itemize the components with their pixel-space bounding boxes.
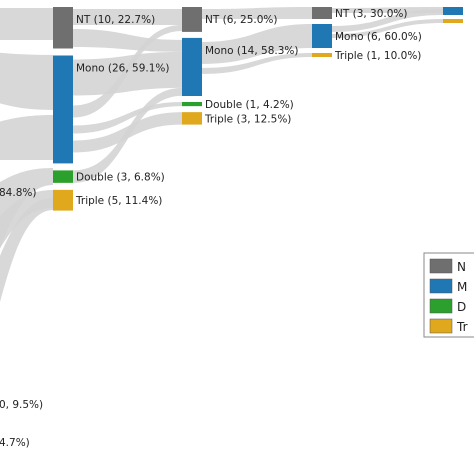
link-in-double-0: [0, 168, 53, 249]
node-label-mono-stage-1: Mono (26, 59.1%): [76, 63, 170, 75]
sankey-links: [0, 7, 443, 303]
node-label-triple-stage-2: Triple (3, 12.5%): [204, 113, 291, 125]
link-mono-mono-2: [202, 24, 312, 64]
legend-swatch-triple: [429, 318, 453, 334]
legend-label-triple: Tr: [456, 320, 468, 334]
node-triple-stage-4: [443, 19, 463, 23]
legend: NMD Tr: [423, 252, 474, 338]
legend-swatch-double: [429, 298, 453, 314]
link-mono-triple-3: [332, 19, 443, 38]
link-in-nt-0: [0, 7, 53, 41]
sankey-labels: NT (10, 22.7%) Mono (26, 59.1%) Double (3,…: [75, 8, 422, 207]
partial-label-1: 84.8%): [0, 187, 36, 199]
node-triple-stage-1: [53, 189, 73, 211]
partial-label-3: 4.7%): [0, 437, 30, 449]
link-in-mono-1: [0, 115, 53, 161]
legend-label-mono: M: [457, 280, 467, 294]
link-in-triple-1: [0, 198, 53, 303]
node-label-nt-stage-3: NT (3, 30.0%): [335, 8, 408, 20]
link-nt-nt-2: [202, 7, 312, 19]
node-nt-stage-3: [312, 7, 332, 19]
node-nt-stage-1: [53, 7, 73, 49]
node-mono-stage-4: [443, 7, 463, 15]
node-nt-stage-2: [182, 7, 202, 32]
link-in-mono-0: [0, 52, 53, 110]
link-mono-triple-2: [202, 53, 312, 74]
node-mono-stage-3: [312, 24, 332, 48]
node-label-double-stage-2: Double (1, 4.2%): [205, 99, 294, 111]
partial-labels: 84.8%) 0, 9.5%) 4.7%): [0, 187, 43, 449]
link-nt-nt-1: [73, 9, 182, 25]
sankey-nodes: [53, 7, 463, 211]
node-label-mono-stage-3: Mono (6, 60.0%): [335, 31, 422, 43]
node-triple-stage-2: [182, 112, 202, 125]
link-mono-mono-3: [332, 9, 443, 32]
link-mono-double-1: [73, 102, 182, 134]
link-double-mono-1: [73, 87, 182, 183]
node-label-double-stage-1: Double (3, 6.8%): [76, 172, 165, 184]
node-double-stage-2: [182, 102, 202, 107]
node-label-triple-stage-3: Triple (1, 10.0%): [334, 50, 421, 62]
node-double-stage-1: [53, 170, 73, 183]
legend-label-double: D: [457, 300, 466, 314]
node-label-nt-stage-2: NT (6, 25.0%): [205, 14, 278, 26]
partial-label-2: 0, 9.5%): [0, 399, 43, 411]
node-mono-stage-1: [53, 55, 73, 164]
node-label-nt-stage-1: NT (10, 22.7%): [76, 14, 155, 26]
link-mono-nt-1: [73, 25, 182, 118]
legend-swatch-nt: [429, 258, 453, 274]
legend-label-nt: N: [457, 260, 466, 274]
link-nt-mono-1: [73, 29, 182, 52]
node-mono-stage-2: [182, 37, 202, 96]
node-label-mono-stage-2: Mono (14, 58.3%): [205, 45, 299, 57]
node-label-triple-stage-1: Triple (5, 11.4%): [75, 195, 162, 207]
node-triple-stage-3: [312, 53, 332, 57]
legend-swatch-mono: [429, 278, 453, 294]
